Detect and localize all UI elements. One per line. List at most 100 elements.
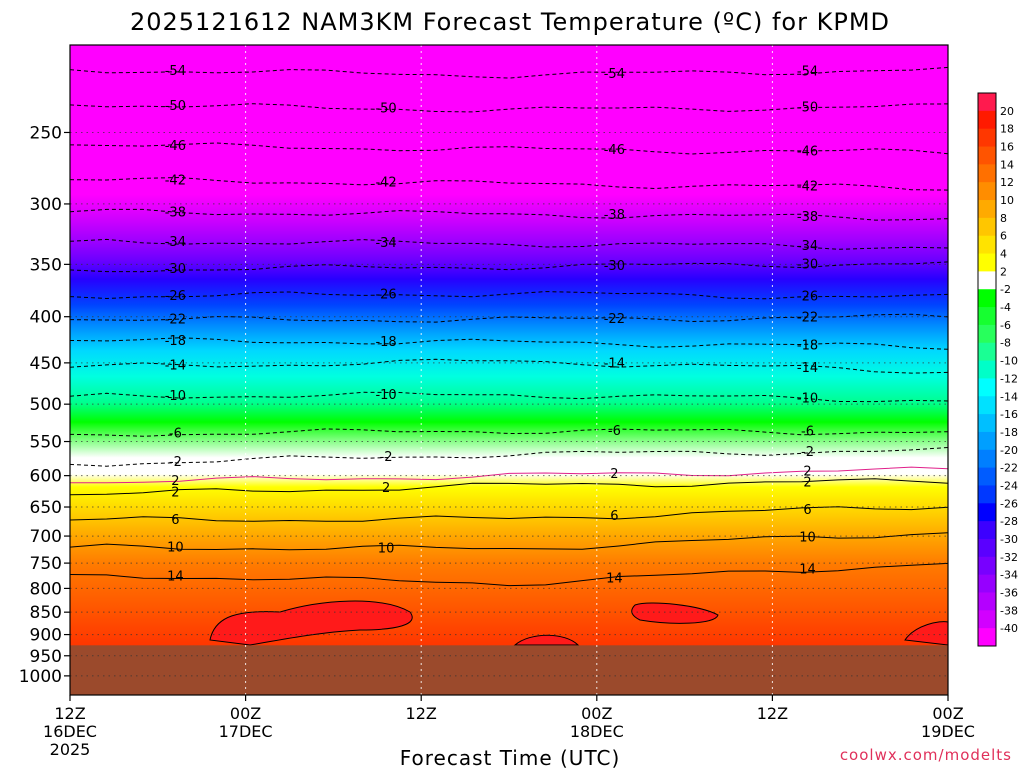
pressure-gridlines <box>70 131 948 677</box>
colorbar-swatch <box>978 467 996 486</box>
isotherm-label: -42 <box>165 174 186 189</box>
isotherm-label: -22 <box>165 313 186 328</box>
isotherm-label: -50 <box>165 99 186 114</box>
warm-core-3 <box>513 634 580 646</box>
isotherm-label: -38 <box>165 205 186 220</box>
x-tick-date: 18DEC <box>570 722 624 741</box>
y-tick-label: 750 <box>30 554 62 574</box>
colorbar-swatch <box>978 146 996 165</box>
colorbar-label: -16 <box>1000 408 1018 421</box>
isotherm-label: -10 <box>797 391 818 406</box>
temperature-field <box>70 45 948 695</box>
x-tick-hour: 00Z <box>230 704 261 723</box>
plot-frame <box>69 44 949 696</box>
isotherm-label: -50 <box>375 101 396 116</box>
isotherm-label: -42 <box>375 176 396 191</box>
isotherm-label: -38 <box>797 210 818 225</box>
isotherm-label: 10 <box>378 541 395 556</box>
x-tick-hour: 00Z <box>581 704 612 723</box>
colorbar-swatch <box>978 485 996 504</box>
isotherm-label: -18 <box>375 335 396 350</box>
colorbar-swatch <box>978 378 996 397</box>
colorbar-label: -20 <box>1000 444 1018 457</box>
isotherm-label: -6 <box>169 426 182 441</box>
isotherm-label: -34 <box>797 239 818 254</box>
colorbar-frame <box>977 92 997 647</box>
colorbar-swatch <box>978 289 996 308</box>
x-tick-date: 16DEC <box>43 722 97 741</box>
colorbar-label: -36 <box>1000 586 1018 599</box>
isotherm-label: -26 <box>797 289 818 304</box>
isotherm-label: -46 <box>604 143 625 158</box>
colorbar-swatch <box>978 431 996 451</box>
colorbar-label: -18 <box>1000 426 1018 439</box>
colorbar-label: 8 <box>1000 212 1007 225</box>
colorbar-swatch <box>978 574 996 593</box>
y-tick-label: 350 <box>30 255 62 275</box>
isotherm-label: -2 <box>801 445 814 460</box>
colorbar-swatch <box>978 628 996 647</box>
colorbar-label: -10 <box>1000 355 1018 368</box>
isotherm-line <box>70 562 948 587</box>
isotherm-label: -54 <box>797 64 818 79</box>
isotherm-label: -46 <box>797 144 818 159</box>
isotherm-label: 6 <box>171 513 179 528</box>
x-tick-date: 17DEC <box>219 722 273 741</box>
warm-core-4 <box>904 621 948 646</box>
isotherm-label: -10 <box>165 389 186 404</box>
colorbar-swatch <box>978 449 996 469</box>
colorbar-label: -22 <box>1000 462 1018 475</box>
colorbar-label: -38 <box>1000 604 1018 617</box>
isotherm-label: 6 <box>803 503 811 518</box>
colorbar-swatch <box>978 253 996 272</box>
isotherm-label: -26 <box>165 289 186 304</box>
isotherm-label: -54 <box>604 67 625 82</box>
isotherm-label: -18 <box>797 338 818 353</box>
isotherm-label: -14 <box>604 357 625 372</box>
y-tick-label: 850 <box>30 603 62 623</box>
isotherm-label: -54 <box>165 64 186 79</box>
isotherm-label: -6 <box>608 424 621 439</box>
y-tick-label: 450 <box>30 354 62 374</box>
isotherm-line <box>70 478 948 496</box>
colorbar-swatch <box>978 164 996 183</box>
isotherm-label: 10 <box>167 540 184 555</box>
colorbar-swatch <box>978 360 996 379</box>
isotherm-label: -2 <box>380 450 393 465</box>
y-tick-label: 250 <box>30 123 62 143</box>
isotherm-label: -22 <box>797 311 818 326</box>
isotherm-label: -46 <box>165 139 186 154</box>
y-tick-label: 400 <box>30 308 62 328</box>
colorbar-swatch <box>978 538 996 558</box>
isotherm-label: -42 <box>797 180 818 195</box>
y-tick-label: 300 <box>30 195 62 215</box>
colorbar-label: -2 <box>1000 283 1011 296</box>
isotherm-label: -2 <box>169 455 182 470</box>
colorbar-label: -6 <box>1000 319 1011 332</box>
colorbar-label: 6 <box>1000 230 1007 243</box>
isotherm-label: 2 <box>803 465 811 480</box>
time-gridlines <box>70 45 948 695</box>
colorbar-swatch <box>978 556 996 576</box>
colorbar: 20 18 16 14 12 10 8 6 4 2 -2 -4 -6 -8 -10 -12 -14 -16 -18 -… <box>977 92 1018 647</box>
isotherm-label: 2 <box>382 481 390 496</box>
colorbar-swatch <box>978 271 996 290</box>
x-tick-hour: 12Z <box>54 704 85 723</box>
y-tick-label: 650 <box>30 498 62 518</box>
colorbar-label: -30 <box>1000 533 1018 546</box>
isotherm-label: 10 <box>799 530 816 545</box>
colorbar-swatch <box>978 521 996 540</box>
isotherm-label: -14 <box>797 361 818 376</box>
isotherm-label: -34 <box>375 236 396 251</box>
colorbar-swatch <box>978 235 996 255</box>
isotherm-label: 2 <box>171 474 179 489</box>
colorbar-swatch <box>978 342 996 362</box>
y-tick-label: 900 <box>30 626 62 646</box>
isotherm-label: -30 <box>165 262 186 277</box>
isotherm-label: -10 <box>375 388 396 403</box>
colorbar-label: 16 <box>1000 141 1014 154</box>
colorbar-label: -12 <box>1000 372 1018 385</box>
colorbar-swatch <box>978 110 996 130</box>
colorbar-label: 12 <box>1000 176 1014 189</box>
